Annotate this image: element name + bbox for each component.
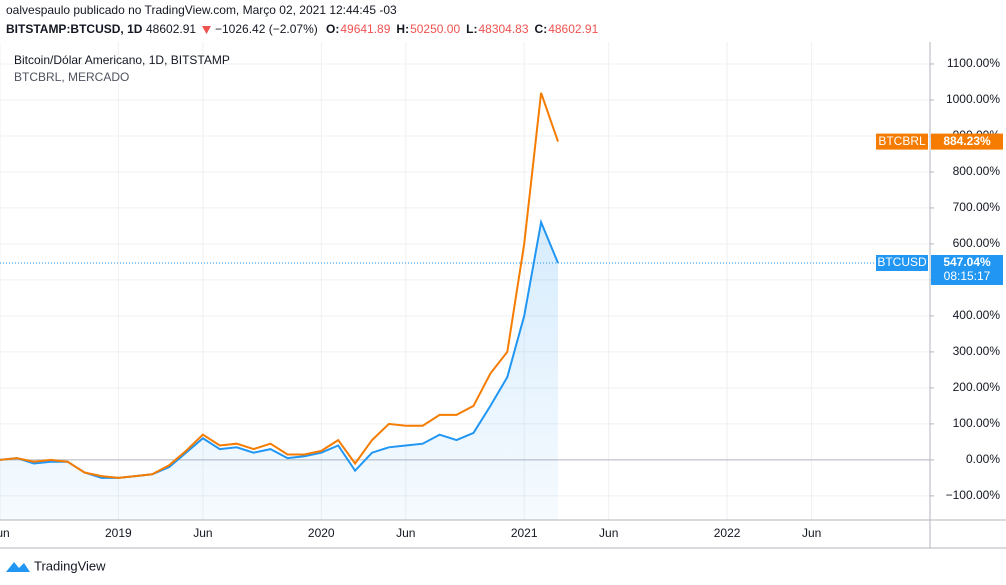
series-name: BTCUSD [877,255,927,269]
ohlc-value: 50250.00 [410,22,460,36]
symbol: BITSTAMP:BTCUSD, 1D [6,22,143,36]
y-tick-label: 700.00% [953,200,1001,214]
y-tick-label: −100.00% [946,488,1001,502]
name-tag [876,254,928,271]
ohlc-value: 48602.91 [548,22,598,36]
x-tick-label: 2021 [511,526,538,540]
y-tick-label: 200.00% [953,380,1001,394]
legend-title: Bitcoin/Dólar Americano, 1D, BITSTAMP [14,53,230,67]
brand: TradingView [34,558,106,573]
price: 48602.91 [146,22,196,36]
x-tick-label: Jun [599,526,618,540]
series-line [0,92,559,479]
x-tick-label: Jun [0,526,10,540]
ohlc-value: 49641.89 [340,22,390,36]
grid [0,42,930,520]
x-tick-label: Jun [802,526,821,540]
y-tick-label: 800.00% [953,164,1001,178]
ohlc: O: 49641.89 H: 50250.00 L: 48304.83 C: 48602.91 [326,22,599,36]
ohlc-value: 48304.83 [478,22,528,36]
value-label: 547.04% [943,255,991,269]
y-tick-label: 1100.00% [947,56,1000,70]
y-tick-label: 300.00% [953,344,1001,358]
author-line: oalvespaulo publicado no TradingView.com… [6,3,397,17]
ohlc-label: H: [396,22,409,36]
y-tick-label: 400.00% [953,308,1001,322]
ohlc-label: O: [326,22,339,36]
series-name: BTCBRL [878,134,926,148]
y-tick-label: 100.00% [953,416,1001,430]
x-tick-label: Jun [396,526,415,540]
legend-subtitle: BTCBRL, MERCADO [14,70,129,84]
down-arrow [202,26,211,34]
name-tag [876,133,928,150]
value-label: 884.23% [943,134,991,148]
countdown: 08:15:17 [944,269,991,283]
x-tick-label: 2020 [308,526,335,540]
y-tick-label: 0.00% [966,452,1000,466]
logo [6,562,30,572]
y-tick-label: 1000.00% [946,92,1000,106]
price-tag [931,133,1003,150]
price-tag [931,254,1003,285]
x-tick-label: Jun [193,526,212,540]
ohlc-label: L: [466,22,477,36]
x-tick-label: 2022 [714,526,741,540]
ohlc-label: C: [535,22,548,36]
x-tick-label: 2019 [105,526,132,540]
change: −1026.42 (−2.07%) [215,22,318,36]
y-tick-label: 600.00% [953,236,1001,250]
area [0,222,558,521]
